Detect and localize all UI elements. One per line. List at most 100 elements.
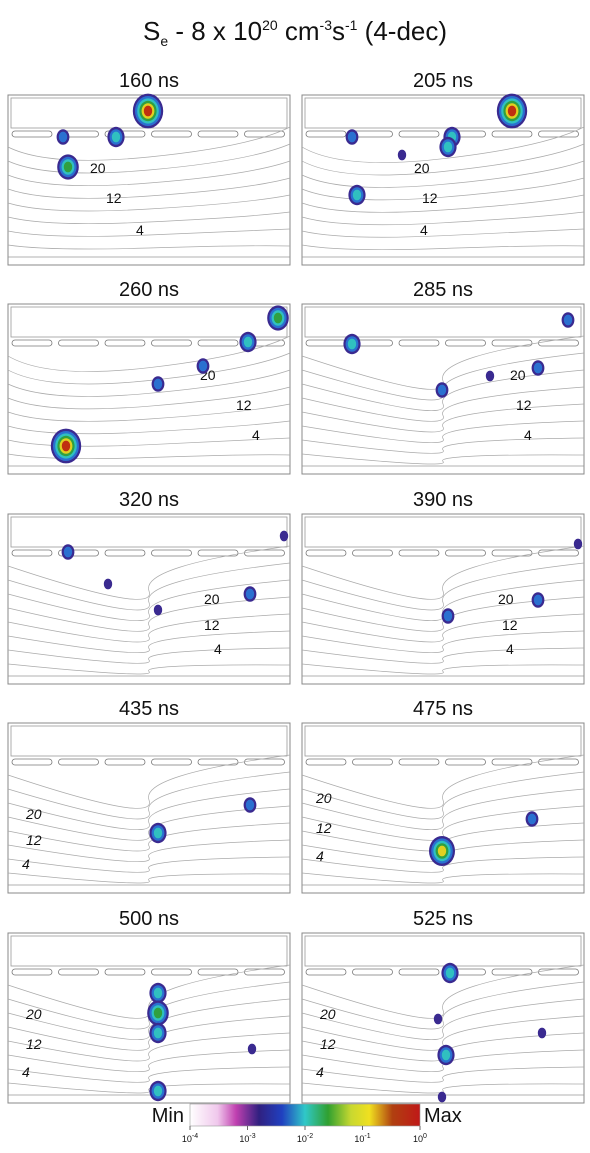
contour-line — [7, 403, 291, 422]
density-blob — [397, 149, 407, 161]
panel-frame — [301, 94, 585, 266]
contour-label: 12 — [516, 397, 532, 413]
density-blob — [279, 530, 289, 542]
electrode — [445, 339, 486, 347]
density-blob — [247, 1043, 257, 1055]
density-blob — [243, 336, 253, 348]
colorbar-tick-label: 10-4 — [182, 1133, 198, 1144]
contour-label: 4 — [22, 1064, 30, 1080]
electrode — [104, 968, 146, 976]
contour-line — [301, 647, 585, 664]
panel-title: 525 ns — [413, 908, 473, 930]
density-blob — [143, 105, 153, 117]
electrode — [305, 968, 347, 976]
electrode — [151, 130, 192, 138]
contour-line — [301, 856, 585, 873]
electrode — [104, 549, 146, 557]
contour-label: 4 — [316, 1064, 324, 1080]
contour-label: 20 — [319, 1006, 336, 1022]
contour-line — [7, 386, 291, 410]
tick-base: 10 — [413, 1134, 423, 1144]
panel-frame — [7, 513, 291, 685]
contour-line — [7, 613, 291, 643]
electrode — [151, 549, 192, 557]
contour-line — [301, 228, 585, 238]
panel-frame — [301, 932, 585, 1104]
contour-label: 20 — [25, 1006, 42, 1022]
contour-line — [7, 856, 291, 873]
electrode — [352, 968, 393, 976]
density-blob — [347, 338, 357, 350]
panel-frame — [7, 932, 291, 1104]
contour-label: 4 — [420, 222, 428, 238]
tick-exp: -2 — [307, 1133, 313, 1140]
panel-frame — [301, 722, 585, 894]
tick-base: 10 — [182, 1134, 192, 1144]
electrode — [352, 549, 393, 557]
contour-line — [7, 663, 291, 675]
contour-line — [7, 160, 291, 187]
contour-label: 4 — [506, 641, 514, 657]
electrode — [151, 758, 192, 766]
contour-label: 20 — [204, 591, 220, 607]
density-blob — [153, 1027, 163, 1039]
contour-label: 12 — [316, 820, 332, 836]
density-blob — [533, 362, 543, 374]
panel-title: 160 ns — [119, 70, 179, 92]
contour-line — [301, 754, 585, 809]
electrode — [491, 549, 533, 557]
density-blob — [103, 578, 113, 590]
contour-line — [7, 369, 291, 397]
electrode — [538, 339, 579, 347]
density-blob — [153, 604, 163, 616]
electrode — [491, 339, 533, 347]
contour-line — [301, 143, 585, 176]
density-blob — [198, 360, 208, 372]
density-blob — [437, 845, 447, 857]
electrode — [244, 549, 285, 557]
density-blob — [527, 813, 537, 825]
density-blob — [245, 588, 255, 600]
colorbar-max: Max — [424, 1105, 462, 1127]
electrode — [305, 549, 347, 557]
panel-title: 285 ns — [413, 279, 473, 301]
contour-line — [301, 788, 585, 830]
contour-line — [301, 562, 585, 611]
electrode — [197, 130, 239, 138]
colorbar-tick-label: 10-2 — [297, 1133, 313, 1144]
tick-base: 10 — [297, 1134, 307, 1144]
contour-line — [7, 771, 291, 820]
contour-line — [7, 579, 291, 621]
panel: 20 12 4 — [301, 932, 585, 1104]
contour-label: 12 — [422, 190, 438, 206]
contour-line — [301, 194, 585, 213]
panel: 20 12 4 — [301, 513, 585, 685]
electrode — [197, 339, 239, 347]
contour-line — [7, 126, 291, 161]
density-blob — [273, 312, 283, 324]
contour-label: 4 — [316, 848, 324, 864]
density-blob — [445, 967, 455, 979]
contour-label: 4 — [252, 427, 260, 443]
contour-line — [7, 822, 291, 852]
electrode — [197, 758, 239, 766]
contour-line — [7, 647, 291, 664]
panel-frame — [301, 303, 585, 475]
contour-line — [7, 211, 291, 225]
panel-title: 435 ns — [119, 698, 179, 720]
top-box — [304, 97, 582, 129]
contour-label: 20 — [498, 591, 514, 607]
contour-label: 4 — [214, 641, 222, 657]
top-box — [304, 516, 582, 548]
electrode — [244, 968, 285, 976]
top-box — [304, 725, 582, 757]
contour-label: 12 — [26, 832, 42, 848]
panel: 20 12 4 — [301, 93, 585, 266]
panel-frame — [7, 722, 291, 894]
tick-exp: -3 — [249, 1133, 255, 1140]
contour-line — [7, 143, 291, 174]
density-blob — [153, 987, 163, 999]
contour-line — [301, 437, 585, 454]
contour-line — [301, 998, 585, 1040]
contour-line — [301, 453, 585, 465]
